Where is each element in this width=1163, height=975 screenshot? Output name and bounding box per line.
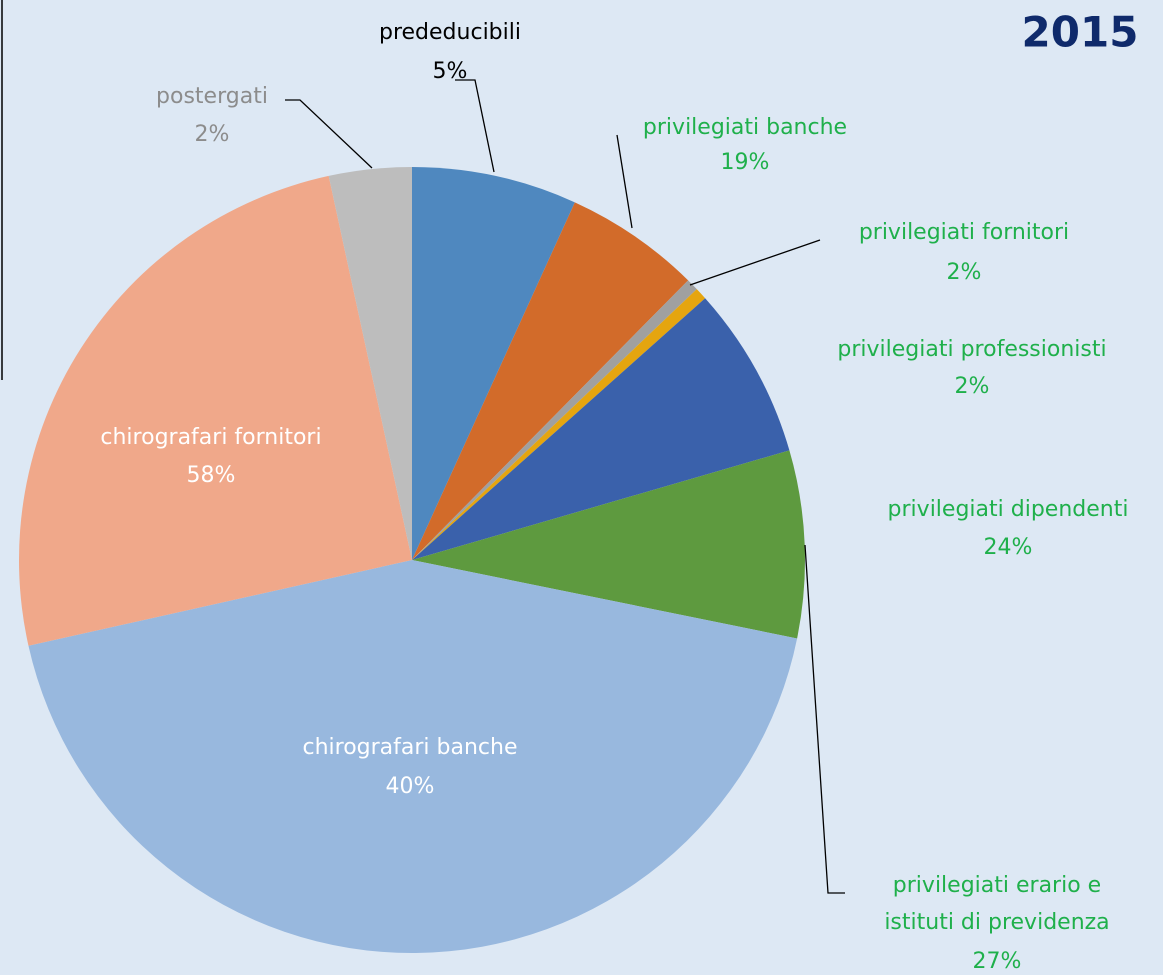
pie-slice [412, 202, 689, 560]
slice-percent: 27% [973, 949, 1022, 974]
leader-line [689, 239, 821, 286]
leader-line [455, 79, 495, 173]
slice-label: prededucibili [379, 20, 521, 45]
leader-line [804, 544, 845, 894]
slice-label: postergati [156, 84, 268, 109]
slice-percent: 2% [947, 260, 982, 285]
slice-percent: 5% [433, 59, 468, 84]
slice-label: privilegiati erario e istituti di previde… [884, 873, 1109, 935]
pie-slice [412, 289, 706, 560]
pie-slice [19, 175, 413, 646]
slice-percent: 2% [195, 122, 230, 147]
pie-slice [412, 450, 805, 639]
pie-slice [28, 560, 798, 953]
slice-label: privilegiati dipendenti [888, 497, 1129, 522]
leader-line [285, 99, 373, 169]
pie-slice [412, 298, 790, 560]
slice-label: chirografari banche [302, 735, 517, 760]
slice-percent: 24% [984, 535, 1033, 560]
leader-line [616, 134, 633, 229]
pie-slice [328, 167, 412, 560]
slice-percent: 40% [386, 774, 435, 799]
pie-slice [412, 167, 575, 560]
slice-percent: 2% [955, 374, 990, 399]
slice-label: chirografari fornitori [100, 425, 321, 450]
slice-label: privilegiati banche [643, 115, 847, 140]
slice-percent: 58% [187, 463, 236, 488]
pie-slice [412, 280, 697, 560]
slice-label: privilegiati fornitori [859, 220, 1069, 245]
slice-label: privilegiati professionisti [837, 337, 1106, 362]
chart-title: 2015 [1022, 8, 1139, 57]
slice-percent: 19% [721, 150, 770, 175]
